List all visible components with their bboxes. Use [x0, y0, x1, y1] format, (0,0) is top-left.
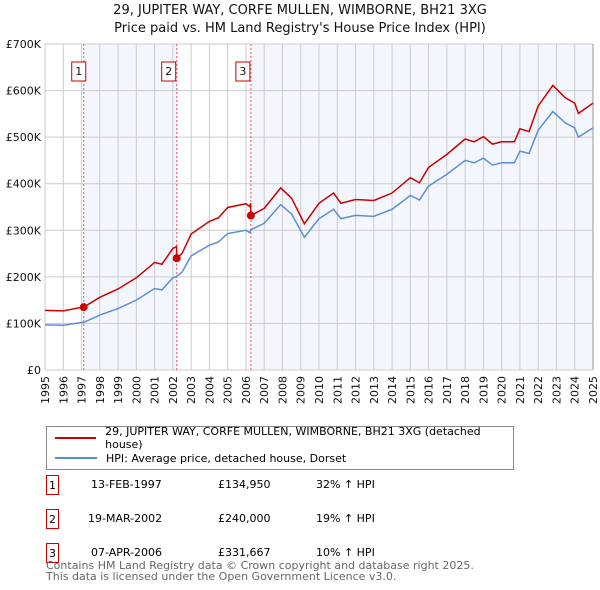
y-tick-label: £0	[27, 364, 41, 377]
sale-point	[79, 303, 88, 312]
x-tick-label: 2022	[532, 376, 545, 404]
x-tick-label: 1999	[112, 376, 125, 404]
footer-line-1: Contains HM Land Registry data © Crown c…	[46, 559, 474, 572]
chart-subtitle: Price paid vs. HM Land Registry's House …	[114, 21, 486, 36]
sale-date: 07-APR-2006	[91, 546, 163, 559]
x-tick-label: 2013	[368, 376, 381, 404]
x-tick-label: 2000	[130, 376, 143, 404]
legend: 29, JUPITER WAY, CORFE MULLEN, WIMBORNE,…	[46, 425, 514, 470]
x-tick-label: 2018	[459, 376, 472, 404]
sale-badge-label: 2	[165, 65, 172, 78]
sale-badge-box	[161, 61, 177, 82]
footer-line-2: This data is licensed under the Open Gov…	[46, 570, 397, 583]
x-tick-label: 2005	[222, 376, 235, 404]
x-tick-label: 2004	[203, 376, 216, 404]
legend-item-property: 29, JUPITER WAY, CORFE MULLEN, WIMBORNE,…	[55, 425, 513, 451]
sale-badge: 2	[46, 509, 59, 529]
x-tick-label: 2011	[331, 376, 344, 404]
sale-row: 2 19-MAR-2002 £240,000 19% ↑ HPI	[46, 509, 546, 529]
sale-price: £331,667	[218, 546, 271, 559]
footer: Contains HM Land Registry data © Crown c…	[46, 560, 474, 582]
x-tick-label: 2012	[350, 376, 363, 404]
x-tick-label: 1995	[39, 376, 52, 404]
x-tick-label: 2009	[295, 376, 308, 404]
x-tick-label: 2014	[386, 376, 399, 404]
legend-swatch-red	[55, 437, 97, 439]
sale-point	[246, 211, 255, 220]
x-tick-label: 2007	[258, 376, 271, 404]
x-tick-label: 1997	[76, 376, 89, 404]
x-tick-label: 2016	[423, 376, 436, 404]
sale-date: 19-MAR-2002	[88, 512, 163, 525]
property-series-line	[44, 84, 594, 312]
x-tick-label: 2023	[550, 376, 563, 404]
shaded-period	[250, 44, 593, 370]
sale-badge-box	[71, 61, 87, 82]
sale-price: £134,950	[218, 478, 271, 491]
x-tick-label: 2003	[185, 376, 198, 404]
legend-label: 29, JUPITER WAY, CORFE MULLEN, WIMBORNE,…	[105, 425, 481, 451]
chart-title: 29, JUPITER WAY, CORFE MULLEN, WIMBORNE,…	[113, 3, 487, 18]
shaded-period	[83, 44, 177, 370]
x-tick-label: 2020	[496, 376, 509, 404]
y-tick-label: £100K	[6, 317, 42, 330]
x-tick-label: 2021	[514, 376, 527, 404]
sale-badge-label: 3	[239, 65, 246, 78]
x-tick-label: 2006	[240, 376, 253, 404]
sale-badge-box	[235, 61, 251, 82]
x-tick-label: 2017	[441, 376, 454, 404]
y-tick-label: £200K	[6, 271, 42, 284]
sale-hpi: 32% ↑ HPI	[316, 478, 375, 491]
x-tick-label: 2010	[313, 376, 326, 404]
hpi-series-line	[44, 110, 594, 327]
x-tick-label: 2002	[167, 376, 180, 404]
plot-area: 1995 1996 1997 1998 1999 2000 2001 2002 2003 2004…	[6, 38, 600, 404]
legend-item-hpi: HPI: Average price, detached house, Dors…	[55, 450, 346, 466]
sale-row: 1 13-FEB-1997 £134,950 32% ↑ HPI	[46, 475, 546, 495]
x-tick-label: 1996	[57, 376, 70, 404]
sale-point	[172, 254, 181, 263]
sale-badge-label: 1	[75, 65, 82, 78]
legend-swatch-blue	[55, 457, 97, 459]
x-tick-label: 1998	[94, 376, 107, 404]
sale-date: 13-FEB-1997	[91, 478, 162, 491]
x-tick-label: 2024	[569, 376, 582, 404]
y-tick-label: £400K	[6, 178, 42, 191]
sale-row: 3 07-APR-2006 £331,667 10% ↑ HPI	[46, 543, 546, 563]
x-tick-label: 2008	[276, 376, 289, 404]
y-tick-label: £700K	[6, 38, 42, 51]
sale-badge: 3	[46, 543, 59, 563]
sale-price: £240,000	[218, 512, 271, 525]
x-tick-label: 2001	[149, 376, 162, 404]
y-tick-label: £600K	[6, 85, 42, 98]
sale-badge: 1	[46, 475, 59, 495]
y-tick-label: £300K	[6, 224, 42, 237]
x-tick-label: 2025	[587, 376, 600, 404]
sale-hpi: 10% ↑ HPI	[316, 546, 375, 559]
legend-label: HPI: Average price, detached house, Dors…	[106, 451, 347, 465]
sale-hpi: 19% ↑ HPI	[316, 512, 375, 525]
x-tick-label: 2015	[404, 376, 417, 404]
y-tick-label: £500K	[6, 131, 42, 144]
x-tick-label: 2019	[477, 376, 490, 404]
